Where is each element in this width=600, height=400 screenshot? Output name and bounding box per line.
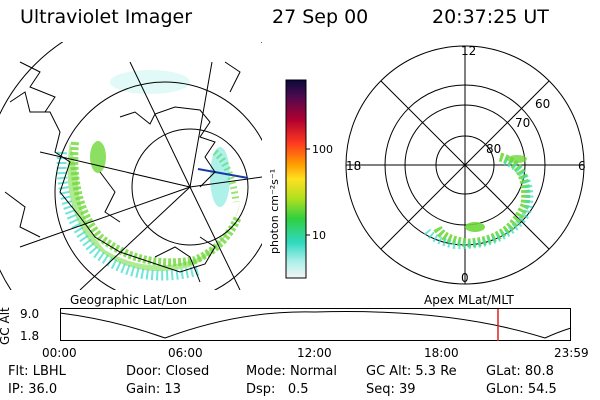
altitude-curve — [60, 311, 572, 339]
info-mode: Mode: Normal — [246, 364, 337, 379]
info-glat: GLat: 80.8 — [486, 364, 554, 379]
altitude-strip-plot — [60, 308, 572, 341]
mlt-label-18: 18 — [346, 159, 361, 173]
geographic-image-panel — [0, 42, 262, 290]
time-label: 20:37:25 UT — [432, 6, 549, 28]
time-tick-0600: 06:00 — [168, 346, 203, 360]
colorbar-unit-label: photon cm⁻²s⁻¹ — [270, 169, 281, 254]
date-label: 27 Sep 00 — [272, 6, 369, 28]
altitude-y-label-max: 9.0 — [20, 307, 40, 321]
info-seq: Seq: 39 — [366, 382, 416, 397]
info-gain: Gain: 13 — [126, 382, 181, 397]
mlat-label-60: 60 — [535, 97, 550, 111]
info-glon: GLon: 54.5 — [486, 382, 557, 397]
info-dsp: Dsp: 0.5 — [246, 382, 309, 397]
apex-panel-label: Apex MLat/MLT — [424, 293, 514, 307]
time-tick-1800: 18:00 — [424, 346, 459, 360]
color-scale-bar: 100 10 photon cm⁻²s⁻¹ — [270, 79, 333, 279]
altitude-y-label-min: 1.8 — [20, 329, 40, 343]
mlt-label-0: 0 — [461, 271, 469, 285]
mlt-label-12: 12 — [461, 44, 476, 58]
info-flt: Flt: LBHL — [8, 364, 66, 379]
app-title: Ultraviolet Imager — [20, 6, 193, 28]
time-tick-1200: 12:00 — [297, 346, 332, 360]
coastline-canada — [9, 91, 216, 273]
mlat-label-70: 70 — [515, 116, 530, 130]
info-gc-alt: GC Alt: 5.3 Re — [366, 364, 457, 379]
mlt-label-6: 6 — [578, 159, 586, 173]
time-tick-0000: 00:00 — [42, 346, 77, 360]
mlat-label-80: 80 — [486, 142, 501, 156]
altitude-axis-title: GC Alt — [0, 307, 12, 345]
polar-mlat-mlt-plot: 12 6 0 18 60 70 80 — [345, 44, 586, 285]
info-door: Door: Closed — [126, 364, 210, 379]
auroral-oval-polar — [432, 152, 531, 248]
info-ip: IP: 36.0 — [8, 382, 58, 397]
coastline-greenland — [119, 106, 216, 188]
geographic-panel-label: Geographic Lat/Lon — [70, 293, 188, 307]
colorbar-tick-100: 100 — [312, 143, 333, 156]
colorbar-tick-10: 10 — [312, 229, 326, 242]
time-tick-2359: 23:59 — [554, 346, 589, 360]
